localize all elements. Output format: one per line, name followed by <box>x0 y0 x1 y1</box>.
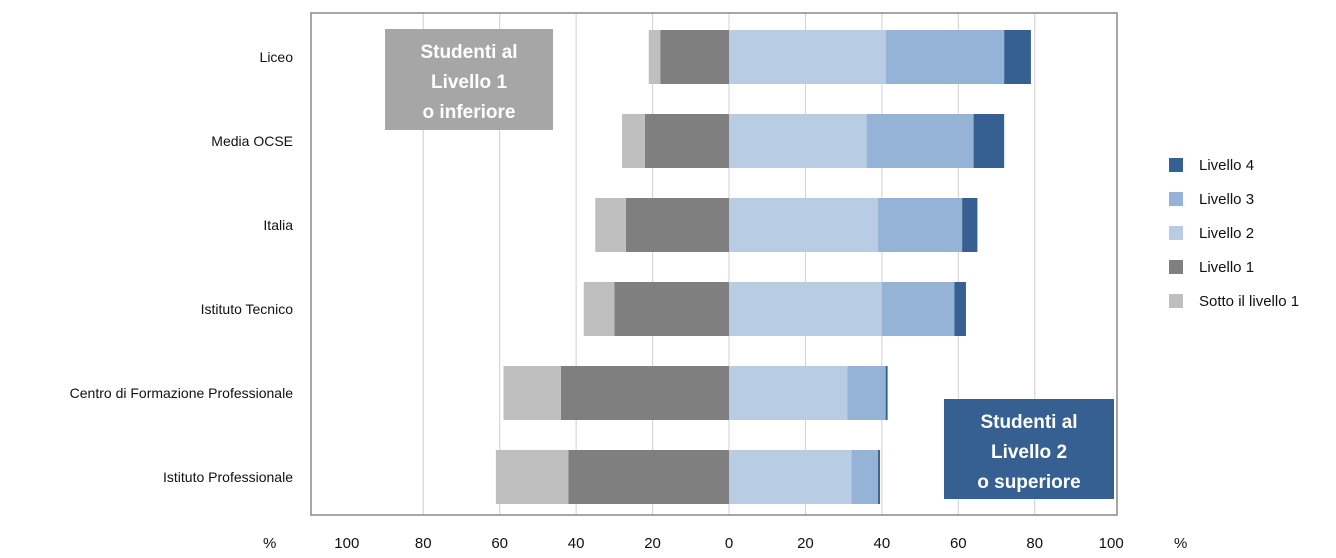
x-tick-label: 60 <box>491 535 508 552</box>
bar-livello-3 <box>881 282 955 336</box>
legend-label: Livello 3 <box>1199 191 1254 208</box>
bar-livello-2 <box>729 30 886 84</box>
bar-livello-2 <box>729 282 882 336</box>
bar-livello-3 <box>847 366 886 420</box>
x-unit-right: % <box>1174 535 1187 552</box>
category-label: Centro di Formazione Professionale <box>70 385 294 401</box>
callout-text: Livello 2 <box>991 442 1067 463</box>
bar-livello-1 <box>625 198 729 252</box>
bar-livello-4 <box>1004 30 1031 84</box>
x-tick-label: 0 <box>725 535 733 552</box>
bar-livello-1 <box>568 450 729 504</box>
x-tick-label: 40 <box>568 535 585 552</box>
bars <box>495 30 1031 504</box>
callout-text: Studenti al <box>420 42 517 63</box>
callout-box <box>944 399 1114 499</box>
bar-livello-3 <box>878 198 963 252</box>
bar-livello-4 <box>954 282 966 336</box>
bar-livello-4 <box>885 366 888 420</box>
bar-livello-4 <box>973 114 1005 168</box>
legend-swatch <box>1169 226 1183 240</box>
bar-livello-1 <box>660 30 729 84</box>
bar-sotto-il-livello-1 <box>583 282 615 336</box>
legend-swatch <box>1169 158 1183 172</box>
bar-livello-2 <box>729 198 879 252</box>
bar-sotto-il-livello-1 <box>595 198 626 252</box>
bar-sotto-il-livello-1 <box>621 114 645 168</box>
bar-sotto-il-livello-1 <box>648 30 661 84</box>
bar-livello-1 <box>644 114 729 168</box>
bar-livello-1 <box>560 366 729 420</box>
bar-livello-1 <box>614 282 729 336</box>
x-tick-label: 20 <box>644 535 661 552</box>
legend-swatch <box>1169 192 1183 206</box>
x-tick-label: 100 <box>334 535 359 552</box>
x-tick-label: 80 <box>1026 535 1043 552</box>
category-label: Media OCSE <box>211 133 293 149</box>
callout-text: o superiore <box>977 472 1080 493</box>
category-label: Istituto Tecnico <box>201 301 294 317</box>
plot-frame <box>310 12 1118 516</box>
x-tick-label: 60 <box>950 535 967 552</box>
callout-text: Studenti al <box>980 412 1077 433</box>
callout-text: o inferiore <box>423 102 516 123</box>
category-label: Liceo <box>260 49 294 65</box>
legend-label: Sotto il livello 1 <box>1199 293 1299 310</box>
x-tick-label: 100 <box>1099 535 1124 552</box>
x-tick-label: 20 <box>797 535 814 552</box>
legend-label: Livello 4 <box>1199 157 1254 174</box>
callout-box <box>385 29 553 130</box>
legend-swatch <box>1169 294 1183 308</box>
x-tick-label: 80 <box>415 535 432 552</box>
bar-livello-2 <box>729 366 848 420</box>
bar-livello-3 <box>866 114 974 168</box>
callout-text: Livello 1 <box>431 72 507 93</box>
bar-livello-3 <box>885 30 1005 84</box>
legend-swatch <box>1169 260 1183 274</box>
bar-livello-4 <box>878 450 880 504</box>
legend-label: Livello 2 <box>1199 225 1254 242</box>
bar-livello-2 <box>729 114 867 168</box>
bar-livello-2 <box>729 450 852 504</box>
bar-livello-3 <box>851 450 879 504</box>
bar-sotto-il-livello-1 <box>503 366 561 420</box>
x-unit-left: % <box>263 535 276 552</box>
legend-label: Livello 1 <box>1199 259 1254 276</box>
bar-livello-4 <box>962 198 978 252</box>
category-label: Italia <box>263 217 293 233</box>
legend: Livello 4 Livello 3 Livello 2 Livello 1 Sott… <box>1169 157 1299 310</box>
callouts: Studenti al Livello 1 o inferiore Studenti … <box>385 29 1114 499</box>
x-axis-ticks: 100 80 60 40 20 0 20 40 60 80 100%% <box>263 535 1187 552</box>
category-label: Istituto Professionale <box>163 469 293 485</box>
category-labels: Liceo Media OCSE Italia Istituto Tecnico Cen… <box>70 49 294 485</box>
x-tick-label: 40 <box>874 535 891 552</box>
bar-sotto-il-livello-1 <box>495 450 569 504</box>
